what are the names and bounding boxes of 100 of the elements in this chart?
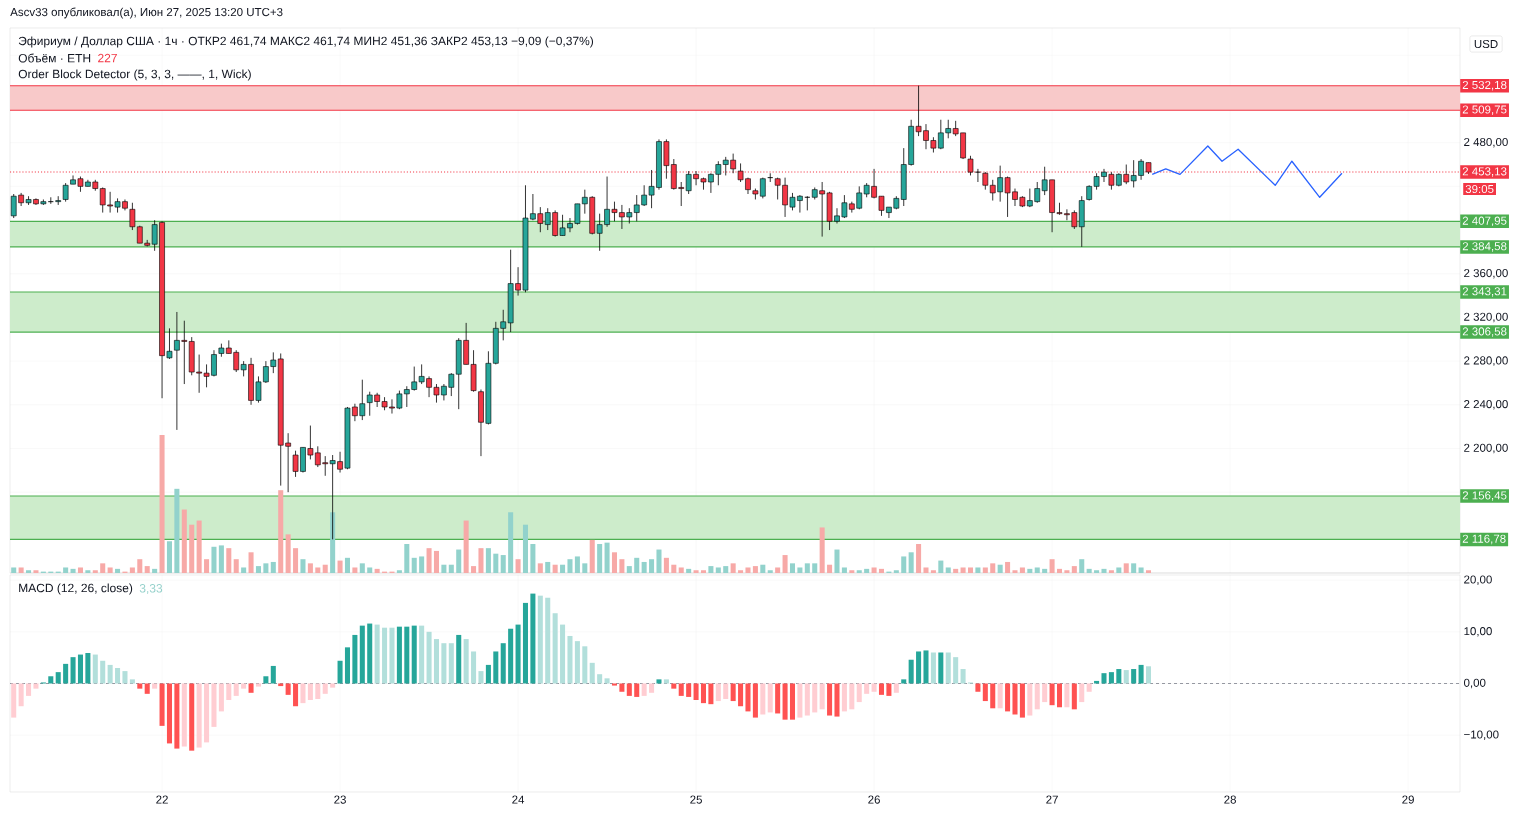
ref-line-label: 2 156,45 xyxy=(1462,491,1507,501)
bar xyxy=(1086,568,1092,573)
bar xyxy=(552,564,558,573)
bar xyxy=(411,557,417,573)
y-tick-label: 2 320,00 xyxy=(1464,312,1508,323)
bar xyxy=(144,683,150,694)
bar xyxy=(115,568,121,573)
bar xyxy=(293,683,299,707)
bar xyxy=(626,683,632,696)
bar xyxy=(396,570,402,573)
bar xyxy=(693,570,699,573)
bar xyxy=(122,671,128,684)
bar xyxy=(485,664,491,684)
bar xyxy=(715,567,721,573)
bar xyxy=(367,623,373,684)
bar xyxy=(456,549,462,573)
bar xyxy=(871,683,877,692)
bar xyxy=(100,660,106,684)
bar xyxy=(537,563,543,573)
bar xyxy=(77,654,83,684)
bar xyxy=(560,564,566,573)
bar xyxy=(752,566,758,573)
bar xyxy=(819,683,825,710)
bar xyxy=(263,676,269,684)
bar xyxy=(604,542,610,573)
ref-line-label: 2 116,78 xyxy=(1462,534,1506,545)
bar xyxy=(619,683,625,692)
bar xyxy=(92,654,98,684)
candlestick xyxy=(62,182,69,203)
bar xyxy=(745,567,751,573)
y-tick-label: 0,00 xyxy=(1464,678,1486,689)
bar xyxy=(619,559,625,573)
bar xyxy=(871,567,877,573)
bar xyxy=(204,683,210,743)
bar xyxy=(211,683,217,727)
bar xyxy=(85,570,91,573)
bar xyxy=(663,557,669,573)
bar xyxy=(85,653,91,684)
bar xyxy=(63,663,69,684)
bar xyxy=(374,568,380,573)
text: MACD (12, 26, close) xyxy=(19,583,133,595)
bar xyxy=(700,683,707,704)
bar xyxy=(70,568,76,573)
bar xyxy=(389,627,395,684)
bar xyxy=(307,683,313,701)
bar xyxy=(715,683,721,702)
line-series xyxy=(1151,145,1343,198)
bar xyxy=(1012,570,1018,573)
bar xyxy=(456,634,462,684)
bar xyxy=(1108,570,1114,573)
bar xyxy=(797,567,803,573)
ref-line-label: 2 306,58 xyxy=(1462,327,1507,337)
bar xyxy=(433,639,439,684)
bar xyxy=(819,527,825,573)
bar xyxy=(597,544,603,573)
bar xyxy=(419,625,425,684)
bar xyxy=(552,613,558,684)
bar xyxy=(159,683,165,726)
bar xyxy=(574,556,580,573)
x-tick-label: 22 xyxy=(156,795,168,804)
annotation: 227 xyxy=(98,53,117,63)
bar xyxy=(285,534,291,573)
bar xyxy=(893,683,899,693)
bar xyxy=(92,570,98,573)
bar xyxy=(63,567,69,573)
bar xyxy=(604,678,610,684)
x-tick-label: 26 xyxy=(868,795,880,804)
bar xyxy=(960,567,966,573)
bar xyxy=(11,683,17,718)
bar xyxy=(211,546,217,573)
bar xyxy=(530,544,536,573)
bar xyxy=(930,570,936,573)
text: 39:05 xyxy=(1465,184,1494,194)
bar xyxy=(344,647,350,684)
bar xyxy=(760,564,766,573)
bar xyxy=(152,683,158,689)
bar xyxy=(322,564,328,573)
x-tick-label: 29 xyxy=(1402,795,1414,804)
bar xyxy=(270,561,276,573)
bar xyxy=(241,683,247,689)
y-tick-label: 2 360,00 xyxy=(1464,268,1508,279)
bar xyxy=(352,634,358,684)
bar xyxy=(945,567,951,573)
bar xyxy=(752,683,758,718)
bar xyxy=(975,567,981,573)
text: Эфириум / Доллар США · 1ч · ОТКР2 461,74 МАКС2 461,74 МИН2 451,36 ЗАКР2 453,13 −9,09 (−0,37%) xyxy=(18,36,594,48)
bar xyxy=(485,548,491,573)
bar xyxy=(634,557,640,573)
bar xyxy=(359,625,365,684)
bar xyxy=(812,563,818,573)
bar xyxy=(26,683,32,696)
bar xyxy=(26,570,32,573)
bar xyxy=(367,567,373,573)
bar xyxy=(864,683,870,694)
bar xyxy=(115,668,121,684)
bar xyxy=(834,549,840,573)
bar xyxy=(1094,570,1100,573)
bar xyxy=(300,559,306,573)
bar xyxy=(834,683,840,717)
bar xyxy=(441,564,447,573)
